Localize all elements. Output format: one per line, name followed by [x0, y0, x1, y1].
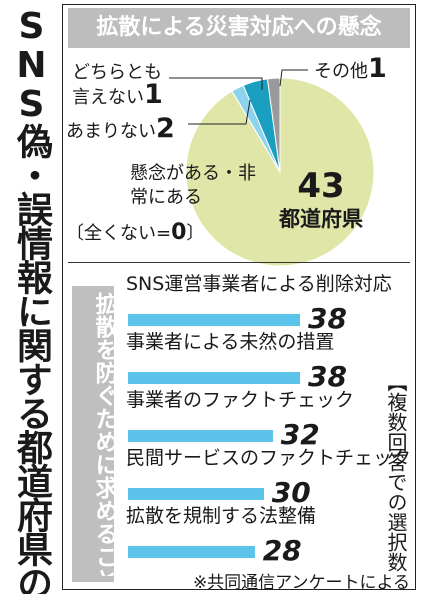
bar-label-3: 民間サービスのファクトチェック: [126, 447, 412, 469]
leader-line-sonota: [279, 69, 308, 87]
pie-label-dochiratomo: どちらとも 言えない1: [72, 62, 163, 110]
pie-label-kenen-aru: 懸念がある・非常にある: [130, 163, 256, 208]
bar-value-2: 32: [280, 418, 320, 451]
bar-label-4: 拡散を規制する法整備: [126, 505, 317, 527]
pie-label-amarinai: あまりない2: [66, 113, 175, 144]
side-title: SNS偽・誤情報に関する都道府県の回答状況: [11, 6, 52, 594]
pie-value-amarinai: 2: [156, 113, 175, 144]
bar-1: [128, 372, 300, 384]
bar-4: [128, 546, 255, 558]
pie-section-title: 拡散による災害対応への懸念: [68, 8, 410, 48]
bar-value-1: 38: [308, 360, 347, 393]
bar-0: [128, 314, 300, 326]
pie-label-sonota: その他1: [314, 53, 387, 84]
bar-label-0: SNS運営事業者による削除対応: [126, 273, 392, 295]
pie-value-sonota: 1: [368, 53, 387, 84]
bar-unit-note: 【複数回答での選択数】: [384, 372, 408, 572]
section-divider: [68, 262, 410, 263]
bar-value-4: 28: [262, 534, 302, 567]
bar-2: [128, 430, 273, 442]
source-note: ※共同通信アンケートによる: [192, 573, 410, 593]
bar-question-box: 拡散を防ぐために求めること: [72, 286, 114, 582]
pie-slice-sonota: [266, 77, 281, 173]
bar-question-text: 拡散を防ぐために求めること: [91, 292, 114, 576]
bar-label-1: 事業者による未然の措置: [126, 331, 335, 353]
pie-unit-label: 都道府県: [279, 207, 363, 231]
pie-zero-note: 〔全くない=0〕: [66, 220, 205, 245]
bar-value-0: 38: [308, 302, 347, 335]
pie-value-kenen-aru: 43: [297, 166, 345, 206]
bar-3: [128, 488, 264, 500]
leader-line-dochiratomo: [169, 77, 263, 90]
pie-value-dochiratomo: 1: [144, 79, 163, 110]
bar-value-3: 30: [271, 476, 311, 509]
leader-line-amarinai: [188, 99, 251, 125]
bar-label-2: 事業者のファクトチェック: [126, 389, 355, 411]
